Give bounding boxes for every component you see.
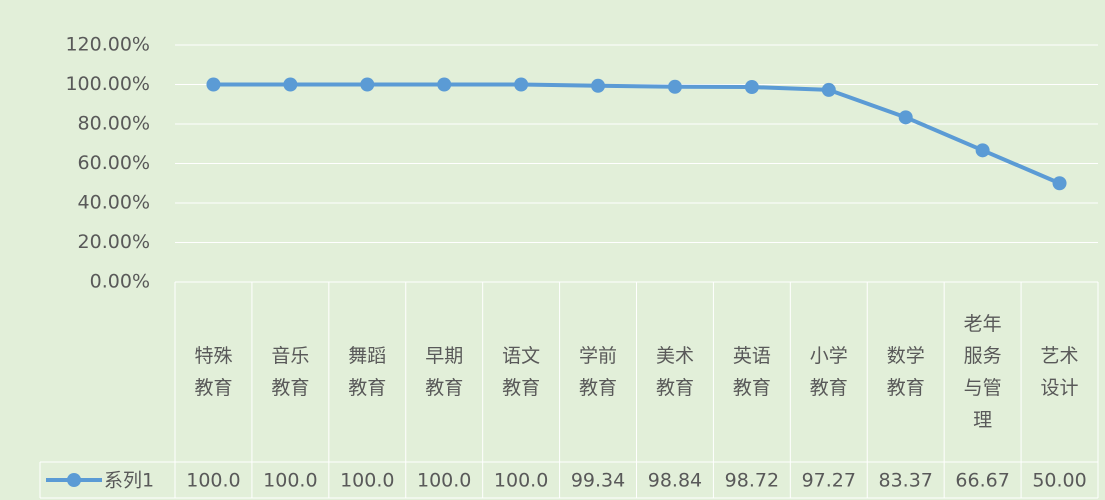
x-tick-label: 艺术设计 (1021, 282, 1098, 462)
data-label: 97.27 (802, 470, 856, 492)
point (437, 77, 452, 92)
data-label: 83.37 (879, 470, 933, 492)
data-label: 66.67 (955, 470, 1009, 492)
point (283, 77, 298, 92)
category-text: 舞蹈教育 (348, 345, 387, 399)
category-text: 数学教育 (886, 345, 925, 399)
y-tick-label: 20.00% (78, 231, 150, 253)
x-tick-label: 音乐教育 (252, 282, 329, 462)
point (898, 110, 913, 125)
data-label: 50.00 (1032, 470, 1086, 492)
x-tick-label: 美术教育 (637, 282, 714, 462)
category-text: 英语教育 (732, 345, 771, 399)
data-label: 98.72 (725, 470, 779, 492)
x-tick-label: 早期教育 (406, 282, 483, 462)
point (821, 82, 836, 97)
y-tick-label: 120.00% (65, 34, 150, 56)
x-tick-label: 语文教育 (483, 282, 560, 462)
category-text: 语文教育 (502, 345, 541, 399)
data-label: 98.84 (648, 470, 702, 492)
data-label: 100.0 (340, 470, 394, 492)
point (1052, 176, 1067, 191)
category-text: 小学教育 (809, 345, 848, 399)
category-text: 特殊教育 (194, 345, 233, 399)
x-tick-label: 舞蹈教育 (329, 282, 406, 462)
y-tick-label: 0.00% (90, 271, 150, 293)
y-tick-label: 80.00% (78, 113, 150, 135)
data-label: 100.0 (186, 470, 240, 492)
y-tick-label: 40.00% (78, 192, 150, 214)
point (514, 77, 529, 92)
x-tick-label: 数学教育 (867, 282, 944, 462)
x-tick-label: 老年服务与管理 (944, 282, 1021, 462)
category-text: 艺术设计 (1040, 345, 1079, 399)
series-line (213, 82, 1061, 186)
x-tick-label: 特殊教育 (175, 282, 252, 462)
category-text: 学前教育 (579, 345, 618, 399)
y-tick-label: 60.00% (78, 152, 150, 174)
legend-marker (67, 473, 81, 487)
legend-label: 系列1 (104, 470, 154, 492)
point (360, 77, 375, 92)
category-text: 老年服务与管理 (963, 313, 1002, 431)
point (744, 80, 759, 95)
point (591, 78, 606, 93)
category-text: 早期教育 (425, 345, 464, 399)
category-text: 音乐教育 (271, 345, 310, 399)
data-label: 100.0 (494, 470, 548, 492)
data-label: 100.0 (263, 470, 317, 492)
data-label: 100.0 (417, 470, 471, 492)
point (206, 77, 221, 92)
point (667, 79, 682, 94)
y-tick-label: 100.00% (65, 73, 150, 95)
x-tick-label: 英语教育 (713, 282, 790, 462)
category-text: 美术教育 (655, 345, 694, 399)
point (975, 143, 990, 158)
data-label: 99.34 (571, 470, 625, 492)
x-tick-label: 学前教育 (560, 282, 637, 462)
x-tick-label: 小学教育 (790, 282, 867, 462)
